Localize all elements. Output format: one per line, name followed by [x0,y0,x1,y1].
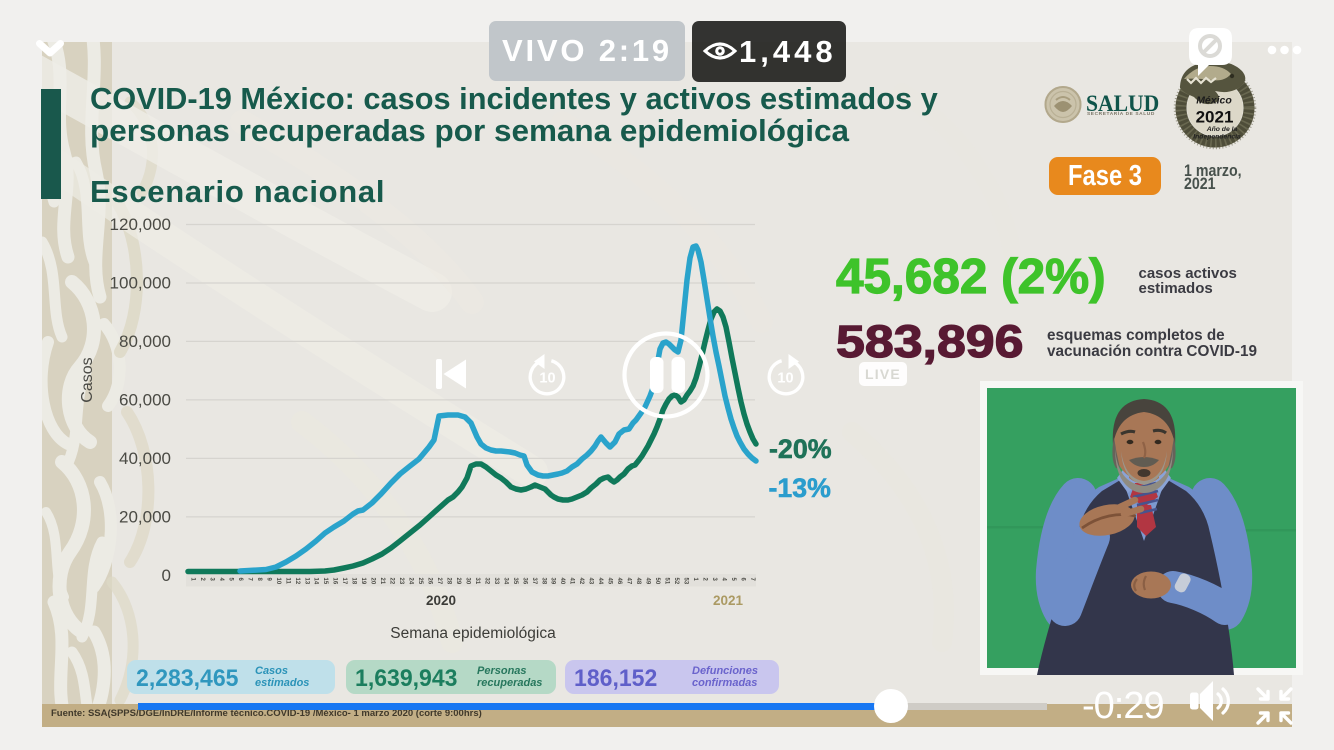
svg-text:0: 0 [162,566,171,585]
svg-text:20,000: 20,000 [119,507,171,526]
svg-text:32: 32 [483,578,489,585]
svg-text:26: 26 [427,578,433,585]
svg-text:10: 10 [539,371,555,387]
svg-text:47: 47 [626,578,632,585]
svg-text:Independencia: Independencia [1193,134,1241,141]
svg-text:48: 48 [635,578,641,585]
svg-text:19: 19 [360,578,366,585]
svg-text:8: 8 [256,578,262,582]
svg-text:52: 52 [673,578,679,585]
svg-text:Semana epidemiológica: Semana epidemiológica [390,625,556,642]
svg-text:24: 24 [408,578,414,585]
svg-text:20: 20 [370,578,376,585]
svg-text:31: 31 [474,578,480,585]
svg-text:29: 29 [455,578,461,585]
svg-text:13: 13 [303,578,309,585]
svg-text:25: 25 [417,578,423,585]
svg-text:10: 10 [777,371,793,387]
svg-text:18: 18 [351,578,357,585]
svg-text:16: 16 [332,578,338,585]
svg-text:México: México [1196,95,1232,107]
svg-text:39: 39 [550,578,556,585]
svg-text:49: 49 [645,578,651,585]
svg-text:Año de la: Año de la [1206,126,1238,133]
svg-text:30: 30 [464,578,470,585]
svg-text:22: 22 [389,578,395,585]
svg-text:21: 21 [379,578,385,585]
svg-text:14: 14 [313,578,319,585]
svg-text:5: 5 [227,578,233,582]
svg-text:60,000: 60,000 [119,390,171,409]
svg-text:1: 1 [692,578,698,582]
svg-text:43: 43 [588,578,594,585]
svg-text:46: 46 [616,578,622,585]
svg-text:2020: 2020 [426,593,456,608]
svg-text:80,000: 80,000 [119,332,171,351]
svg-text:6: 6 [739,578,745,582]
svg-text:2021: 2021 [1196,108,1234,127]
svg-text:51: 51 [664,578,670,585]
svg-text:7: 7 [246,578,252,582]
svg-text:42: 42 [578,578,584,585]
svg-text:36: 36 [521,578,527,585]
svg-text:40: 40 [559,578,565,585]
svg-text:35: 35 [512,578,518,585]
svg-text:53: 53 [683,578,689,585]
svg-text:10: 10 [275,578,281,585]
svg-text:4: 4 [218,578,224,582]
svg-text:50: 50 [654,578,660,585]
svg-text:23: 23 [398,578,404,585]
svg-text:27: 27 [436,578,442,585]
svg-text:2021: 2021 [713,593,744,608]
svg-text:40,000: 40,000 [119,449,171,468]
svg-text:5: 5 [730,578,736,582]
svg-text:Casos: Casos [79,357,96,402]
svg-text:6: 6 [237,578,243,582]
svg-text:17: 17 [341,578,347,585]
svg-text:2: 2 [701,578,707,582]
svg-text:4: 4 [720,578,726,582]
svg-text:120,000: 120,000 [110,215,171,234]
svg-text:9: 9 [265,578,271,582]
svg-text:44: 44 [597,578,603,585]
svg-text:12: 12 [294,578,300,585]
svg-text:41: 41 [569,578,575,585]
svg-text:37: 37 [531,578,537,585]
svg-text:45: 45 [607,578,613,585]
svg-text:34: 34 [502,578,508,585]
svg-text:11: 11 [284,578,290,585]
svg-text:3: 3 [711,578,717,582]
svg-text:2: 2 [199,578,205,582]
svg-text:15: 15 [322,578,328,585]
svg-text:1: 1 [190,578,196,582]
svg-text:3: 3 [209,578,215,582]
svg-text:38: 38 [540,578,546,585]
svg-text:7: 7 [749,578,755,582]
svg-text:100,000: 100,000 [110,274,171,293]
svg-text:28: 28 [446,578,452,585]
svg-text:33: 33 [493,578,499,585]
